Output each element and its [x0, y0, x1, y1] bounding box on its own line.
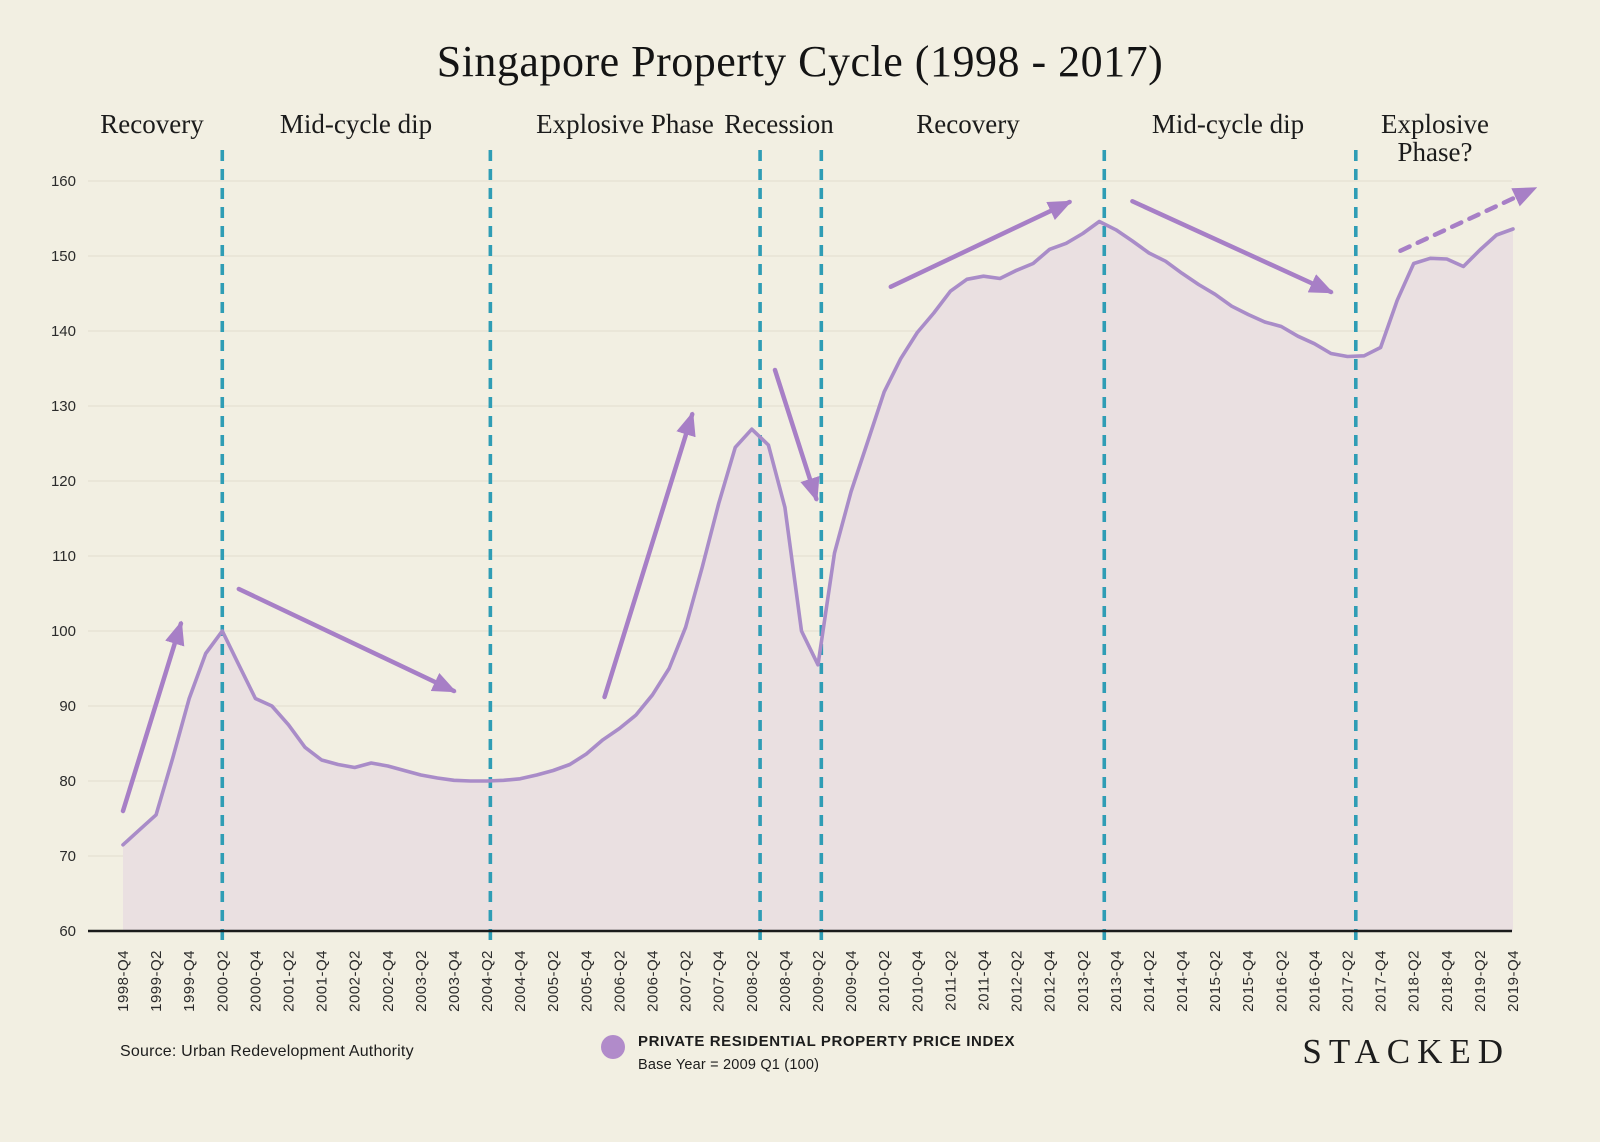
price-index-area	[123, 221, 1513, 931]
x-axis-label: 2008-Q4	[777, 950, 794, 1012]
phase-label: Recession	[724, 109, 834, 139]
trend-arrow	[602, 411, 696, 700]
projection-arrow	[1398, 186, 1538, 253]
trend-arrow	[1130, 199, 1334, 295]
x-axis-label: 2012-Q2	[1009, 950, 1026, 1012]
x-axis-label: 2015-Q2	[1207, 950, 1224, 1012]
x-axis-label: 2017-Q2	[1340, 950, 1357, 1012]
x-axis-label: 2017-Q4	[1373, 950, 1390, 1012]
legend-sublabel: Base Year = 2009 Q1 (100)	[638, 1057, 820, 1073]
y-axis-label: 100	[51, 623, 76, 640]
trend-arrow	[236, 586, 457, 694]
x-axis-label: 2018-Q2	[1406, 950, 1423, 1012]
x-axis-label: 2019-Q2	[1472, 950, 1489, 1012]
y-axis-label: 60	[59, 923, 76, 940]
x-axis-label: 2005-Q2	[545, 950, 562, 1012]
trend-arrow	[120, 620, 185, 814]
y-axis-label: 110	[52, 548, 76, 565]
x-axis-label: 2003-Q2	[413, 950, 430, 1012]
source-note: Source: Urban Redevelopment Authority	[120, 1043, 414, 1060]
x-axis-label: 2008-Q2	[744, 950, 761, 1012]
y-axis-label: 70	[59, 848, 76, 865]
phase-label: Recovery	[100, 109, 204, 139]
y-axis-label: 140	[51, 323, 76, 340]
x-axis-label: 2002-Q2	[347, 950, 364, 1012]
phase-label: Explosive Phase?	[1381, 109, 1489, 168]
y-axis-label: 150	[51, 248, 76, 265]
x-axis-label: 2011-Q2	[942, 950, 959, 1011]
phase-label: Mid-cycle dip	[1151, 109, 1305, 139]
y-axis-label: 160	[51, 173, 76, 190]
x-axis-label: 2016-Q2	[1273, 950, 1290, 1012]
x-axis-label: 2004-Q4	[512, 950, 529, 1012]
phase-label: Explosive Phase	[536, 109, 714, 139]
phase-label: Recovery	[916, 109, 1020, 139]
legend: PRIVATE RESIDENTIAL PROPERTY PRICE INDEX…	[601, 1033, 1015, 1073]
x-axis-label: 1998-Q4	[115, 950, 132, 1012]
x-axis-label: 2007-Q2	[678, 950, 695, 1012]
x-axis-label: 2006-Q2	[611, 950, 628, 1012]
x-axis-label: 2000-Q2	[214, 950, 231, 1012]
x-axis-label: 2015-Q4	[1240, 950, 1257, 1012]
trend-arrow	[772, 367, 820, 502]
x-axis-label: 1999-Q4	[181, 950, 198, 1012]
legend-marker-icon	[601, 1035, 625, 1059]
x-axis-label: 2019-Q4	[1505, 950, 1522, 1012]
x-axis-label: 2001-Q2	[281, 950, 298, 1012]
x-axis-label: 2013-Q4	[1108, 950, 1125, 1012]
x-axis-label: 2010-Q2	[876, 950, 893, 1012]
x-axis-label: 2004-Q2	[479, 950, 496, 1012]
x-axis-label: 2010-Q4	[909, 950, 926, 1012]
x-axis-label: 1999-Q2	[148, 950, 165, 1012]
brand-logo: STACKED	[1302, 1032, 1510, 1071]
y-axis-label: 90	[59, 698, 76, 715]
x-axis-label: 2000-Q4	[247, 950, 264, 1012]
x-axis-label: 2014-Q4	[1174, 950, 1191, 1012]
x-axis-label: 2006-Q4	[645, 950, 662, 1012]
x-axis-label: 2018-Q4	[1439, 950, 1456, 1012]
phase-labels: Recovery Mid-cycle dip Explosive Phase Rece…	[0, 0, 1600, 180]
x-axis-label: 2009-Q4	[843, 950, 860, 1012]
x-axis-label: 2016-Q4	[1306, 950, 1323, 1012]
x-axis-label: 2002-Q4	[380, 950, 397, 1012]
x-axis-label: 2012-Q4	[1042, 950, 1059, 1012]
y-axis-label: 120	[51, 473, 76, 490]
x-axis-label: 2013-Q2	[1075, 950, 1092, 1012]
x-axis-label: 2003-Q4	[446, 950, 463, 1012]
x-axis-label: 2001-Q4	[314, 950, 331, 1012]
price-index-line	[121, 219, 1515, 847]
x-axis-label: 2011-Q4	[976, 950, 993, 1011]
phase-label: Mid-cycle dip	[279, 109, 433, 139]
x-axis-label: 2005-Q4	[578, 950, 595, 1012]
legend-label: PRIVATE RESIDENTIAL PROPERTY PRICE INDEX	[638, 1033, 1016, 1050]
trend-arrow	[888, 199, 1073, 289]
x-axis-label: 2014-Q2	[1141, 950, 1158, 1012]
y-axis-label: 80	[59, 773, 76, 790]
legend-text: PRIVATE RESIDENTIAL PROPERTY PRICE INDEX…	[638, 1033, 1015, 1073]
y-axis-label: 130	[51, 398, 76, 415]
page-title: Singapore Property Cycle (1998 - 2017)	[436, 37, 1164, 86]
x-axis-label: 2007-Q4	[711, 950, 728, 1012]
x-axis-label: 2009-Q2	[810, 950, 827, 1012]
